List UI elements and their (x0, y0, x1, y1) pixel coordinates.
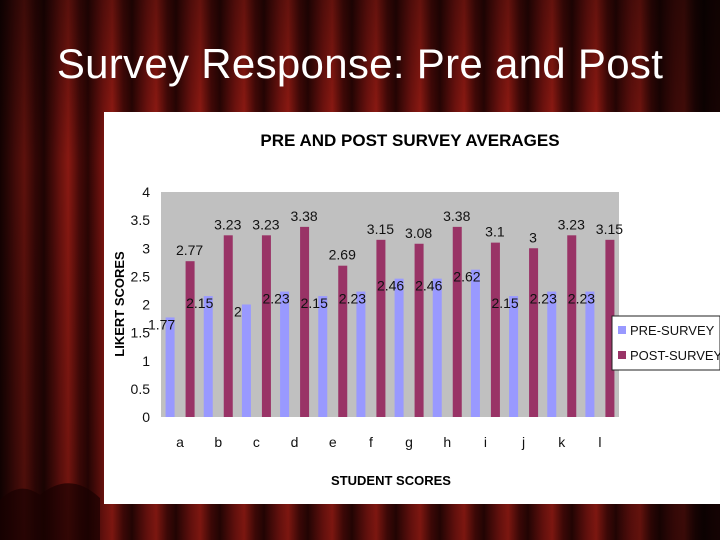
bar-pre-survey (470, 269, 480, 417)
bar-post-survey (261, 235, 271, 417)
bar-post-survey (185, 261, 195, 417)
data-label-pre-survey: 2 (234, 304, 242, 320)
bar-chart: PRE AND POST SURVEY AVERAGES 0 0.5 1 1.5 2 2.… (104, 112, 720, 504)
data-label-pre-survey: 2.15 (491, 295, 518, 311)
y-tick-label: 2 (142, 297, 150, 313)
x-tick-label: h (443, 434, 451, 450)
bar-pre-survey (585, 291, 595, 417)
data-label-pre-survey: 2.15 (186, 295, 213, 311)
bar-post-survey (338, 265, 348, 417)
data-label-post-survey: 3.15 (596, 221, 623, 237)
y-tick-label: 3 (142, 240, 150, 256)
x-tick-label: f (369, 434, 373, 450)
bar-pre-survey (165, 317, 175, 417)
bar-post-survey (223, 235, 233, 417)
data-label-post-survey: 3.08 (405, 225, 432, 241)
y-tick-label: 1 (142, 353, 150, 369)
bar-pre-survey (394, 278, 404, 417)
data-label-pre-survey: 1.77 (148, 316, 175, 332)
x-tick-label: k (558, 434, 566, 450)
data-label-pre-survey: 2.23 (530, 291, 557, 307)
x-tick-label: b (214, 434, 222, 450)
data-label-pre-survey: 2.62 (453, 269, 480, 285)
legend-swatch-post-survey (618, 351, 626, 359)
x-tick-label: j (521, 434, 525, 450)
data-label-post-survey: 3.23 (252, 216, 279, 232)
y-tick-label: 1.5 (131, 325, 151, 341)
bar-post-survey (452, 226, 462, 417)
bar-pre-survey (280, 291, 290, 417)
bar-post-survey (529, 248, 539, 417)
data-label-pre-survey: 2.46 (377, 278, 404, 294)
bar-pre-survey (241, 304, 251, 417)
y-tick-label: 4 (142, 184, 150, 200)
data-label-pre-survey: 2.15 (301, 295, 328, 311)
x-axis-title: STUDENT SCORES (331, 473, 451, 488)
plot-group: 0 0.5 1 1.5 2 2.5 3 3.5 4 a 1.77 2.77 b 2.15 3.23 c 2 3.2… (131, 184, 624, 450)
bar-post-survey (376, 239, 386, 417)
y-tick-label: 2.5 (131, 268, 151, 284)
legend-swatch-pre-survey (618, 326, 626, 334)
y-axis-title: LIKERT SCORES (112, 251, 127, 357)
data-label-pre-survey: 2.23 (568, 291, 595, 307)
bar-post-survey (567, 235, 577, 417)
bar-pre-survey (203, 296, 213, 417)
data-label-post-survey: 2.77 (176, 242, 203, 258)
bar-pre-survey (509, 296, 519, 417)
data-label-post-survey: 3.23 (214, 216, 241, 232)
legend-label-post-survey: POST-SURVEY (630, 348, 720, 363)
chart-title: PRE AND POST SURVEY AVERAGES (260, 131, 559, 150)
x-tick-label: c (253, 434, 260, 450)
data-label-post-survey: 3.1 (485, 224, 505, 240)
chart-panel: PRE AND POST SURVEY AVERAGES 0 0.5 1 1.5 2 2.… (104, 112, 720, 504)
data-label-pre-survey: 2.23 (339, 291, 366, 307)
data-label-post-survey: 3.15 (367, 221, 394, 237)
bar-post-survey (414, 243, 424, 417)
x-tick-label: e (329, 434, 337, 450)
data-label-pre-survey: 2.46 (415, 278, 442, 294)
bar-pre-survey (547, 291, 557, 417)
x-tick-label: i (484, 434, 487, 450)
y-tick-label: 0 (142, 409, 150, 425)
y-tick-label: 3.5 (131, 212, 151, 228)
data-label-post-survey: 3 (529, 229, 537, 245)
x-tick-label: l (598, 434, 601, 450)
bar-post-survey (300, 226, 310, 417)
legend-label-pre-survey: PRE-SURVEY (630, 323, 715, 338)
data-label-pre-survey: 2.23 (262, 291, 289, 307)
data-label-post-survey: 3.23 (558, 216, 585, 232)
data-label-post-survey: 3.38 (290, 208, 317, 224)
bar-post-survey (490, 242, 500, 417)
y-tick-label: 0.5 (131, 381, 151, 397)
legend-box (611, 315, 720, 371)
x-tick-label: g (405, 434, 413, 450)
x-tick-label: d (291, 434, 299, 450)
data-label-post-survey: 3.38 (443, 208, 470, 224)
bar-pre-survey (432, 278, 442, 417)
bar-post-survey (605, 239, 615, 417)
data-label-post-survey: 2.69 (329, 247, 356, 263)
legend: PRE-SURVEY POST-SURVEY (611, 315, 720, 371)
slide-title: Survey Response: Pre and Post (56, 40, 664, 87)
bar-pre-survey (318, 296, 328, 417)
bar-pre-survey (356, 291, 366, 417)
plot-area (161, 192, 619, 417)
x-tick-label: a (176, 434, 184, 450)
